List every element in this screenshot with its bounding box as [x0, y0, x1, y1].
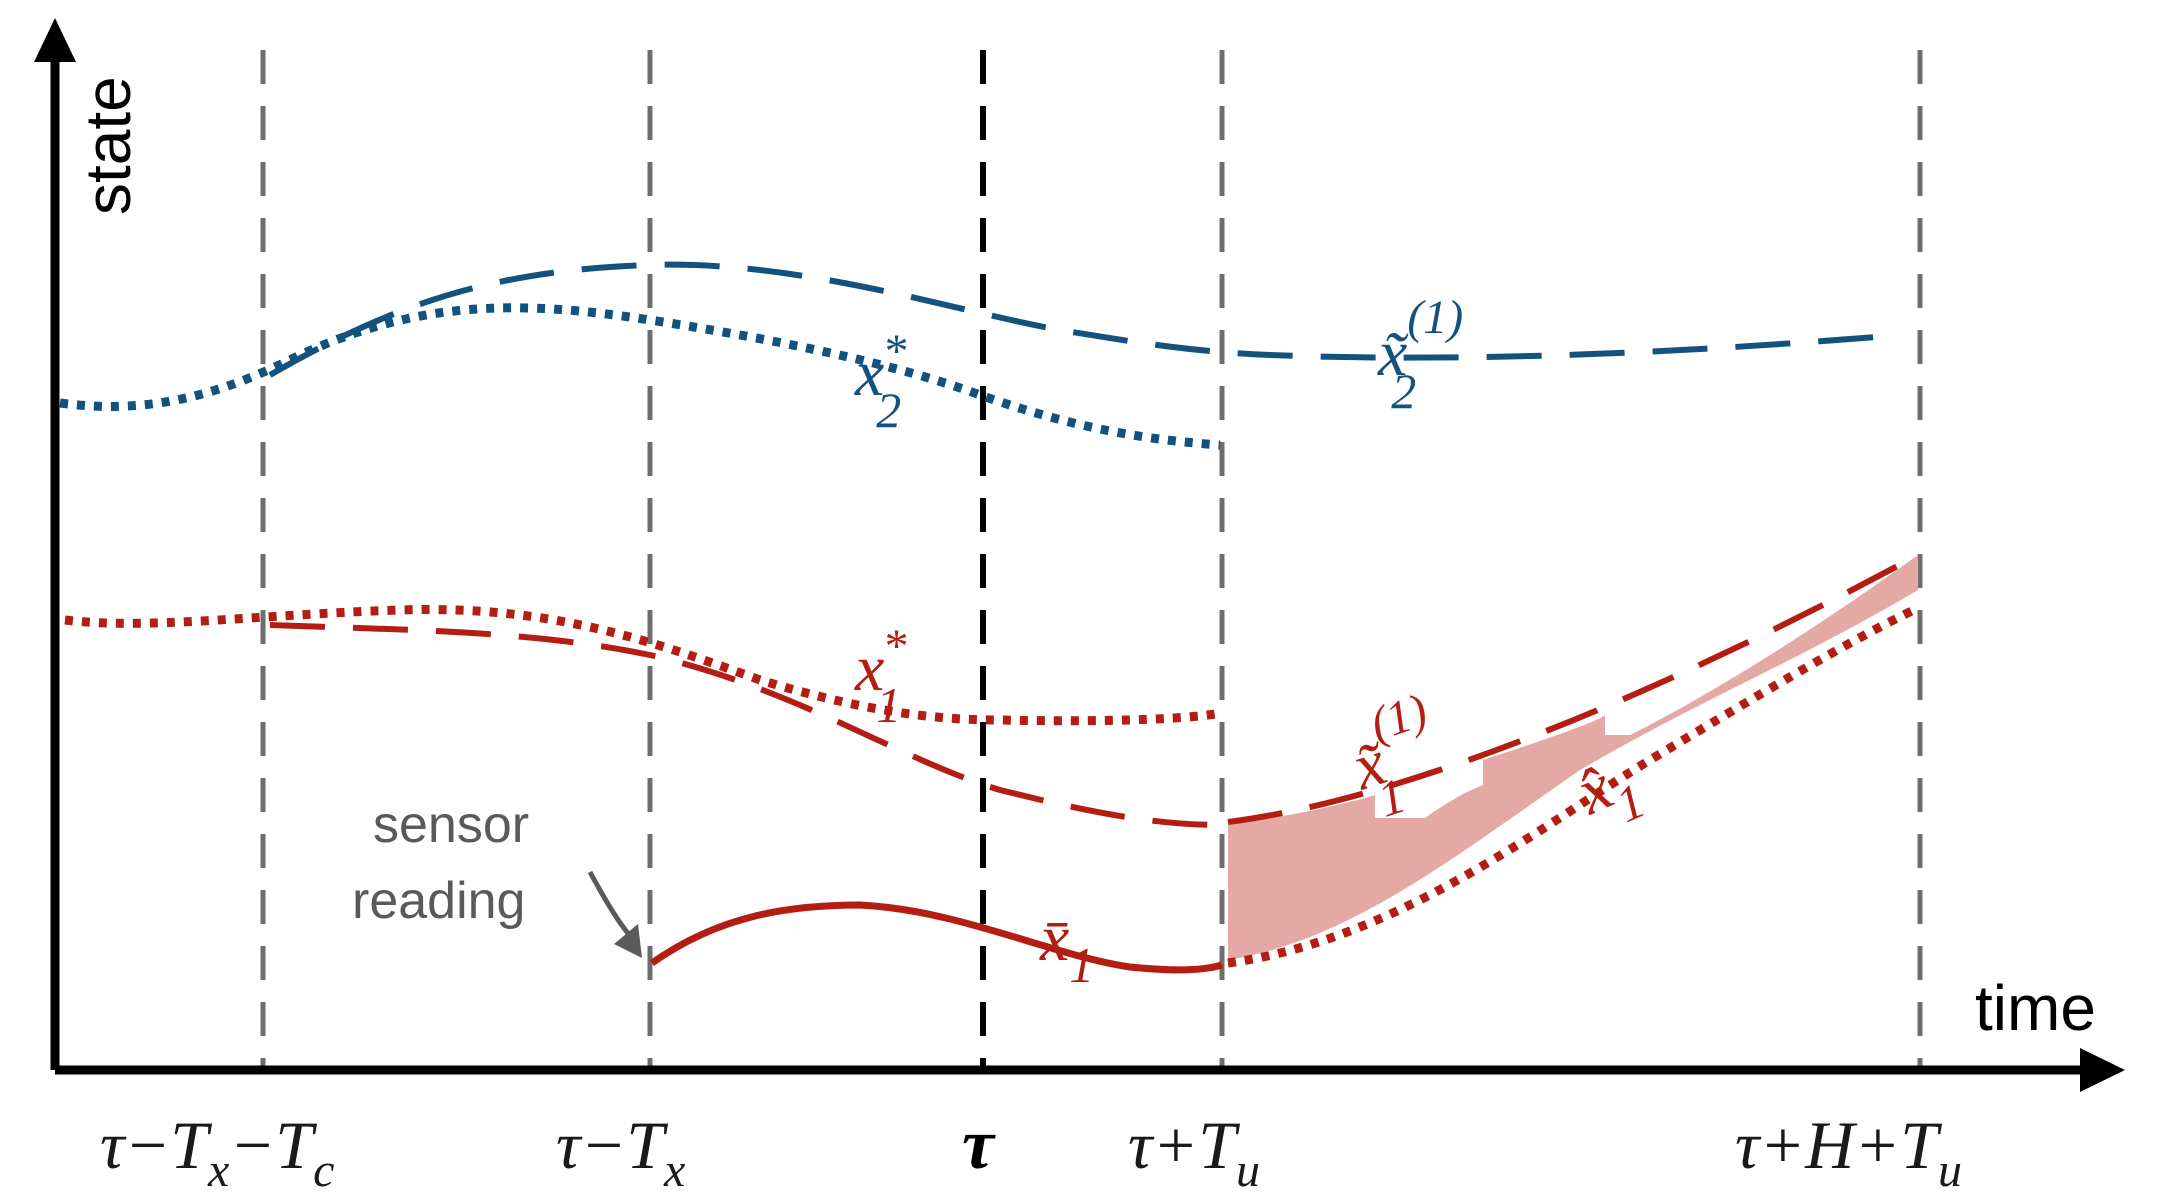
y-axis-arrow: [34, 18, 76, 62]
annotation-arrow: [587, 870, 634, 940]
x1-star-curve: [64, 605, 1223, 726]
tick-label-1: τ−Tx−Tc: [100, 1107, 334, 1196]
x1-hat-label: x̂1: [1565, 740, 1653, 846]
uncertainty-band: [1228, 555, 1918, 960]
annotation-line-2: reading: [352, 872, 525, 930]
x1-hat-curve: [1227, 603, 1920, 968]
x2-tilde-curve: [268, 261, 1901, 378]
x2-star-curve: [59, 303, 1221, 450]
x1-tilde-curve: [1227, 552, 1920, 825]
x2-tilde-label: x̃(1) 2: [1377, 291, 1463, 419]
x-axis-arrow: [2080, 1048, 2125, 1092]
x-axis-label: time: [1975, 972, 2096, 1044]
x2-star-label: x* 2: [854, 325, 906, 438]
annotation-arrowhead: [614, 924, 642, 958]
annotation-line-1: sensor: [373, 796, 529, 854]
x1-bar-curve: [649, 901, 1223, 974]
y-axis-label: state: [72, 76, 144, 215]
tick-label-2: τ−Tx: [556, 1107, 685, 1196]
tick-label-tau: τ: [962, 1104, 996, 1184]
x1-dashed-history-curve: [269, 622, 1223, 828]
tick-label-5: τ+H+Tu: [1735, 1107, 1962, 1196]
tick-label-4: τ+Tu: [1128, 1107, 1260, 1196]
x1-star-label: x* 1: [854, 620, 906, 733]
x1-bar-label: x̄1: [1039, 902, 1094, 993]
